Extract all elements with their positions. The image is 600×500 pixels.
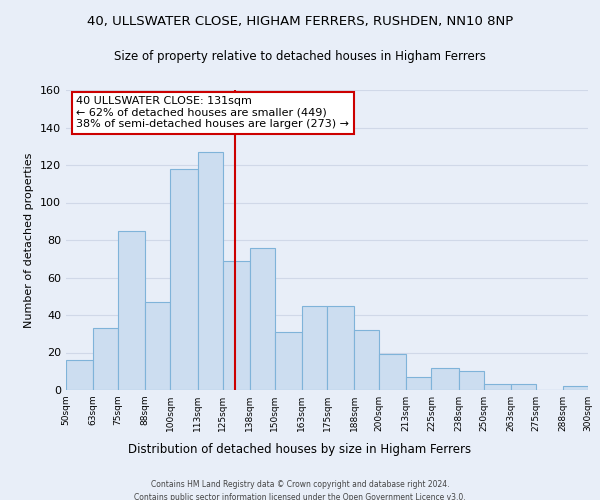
Text: Size of property relative to detached houses in Higham Ferrers: Size of property relative to detached ho…	[114, 50, 486, 63]
Bar	[327, 306, 354, 390]
Bar	[563, 386, 588, 390]
Bar	[406, 377, 431, 390]
Bar	[431, 368, 458, 390]
Text: 40, ULLSWATER CLOSE, HIGHAM FERRERS, RUSHDEN, NN10 8NP: 40, ULLSWATER CLOSE, HIGHAM FERRERS, RUS…	[87, 15, 513, 28]
Bar	[275, 332, 302, 390]
Bar	[379, 354, 406, 390]
Bar	[458, 371, 484, 390]
Bar	[197, 152, 223, 390]
Y-axis label: Number of detached properties: Number of detached properties	[25, 152, 34, 328]
Bar	[223, 260, 250, 390]
Bar	[170, 169, 197, 390]
Text: Contains public sector information licensed under the Open Government Licence v3: Contains public sector information licen…	[134, 492, 466, 500]
Bar	[93, 328, 118, 390]
Bar	[302, 306, 327, 390]
Bar	[66, 360, 93, 390]
Bar	[484, 384, 511, 390]
Text: Contains HM Land Registry data © Crown copyright and database right 2024.: Contains HM Land Registry data © Crown c…	[151, 480, 449, 489]
Bar	[118, 230, 145, 390]
Bar	[145, 302, 170, 390]
Bar	[511, 384, 536, 390]
Bar	[354, 330, 379, 390]
Text: Distribution of detached houses by size in Higham Ferrers: Distribution of detached houses by size …	[128, 442, 472, 456]
Bar	[250, 248, 275, 390]
Text: 40 ULLSWATER CLOSE: 131sqm
← 62% of detached houses are smaller (449)
38% of sem: 40 ULLSWATER CLOSE: 131sqm ← 62% of deta…	[76, 96, 349, 129]
